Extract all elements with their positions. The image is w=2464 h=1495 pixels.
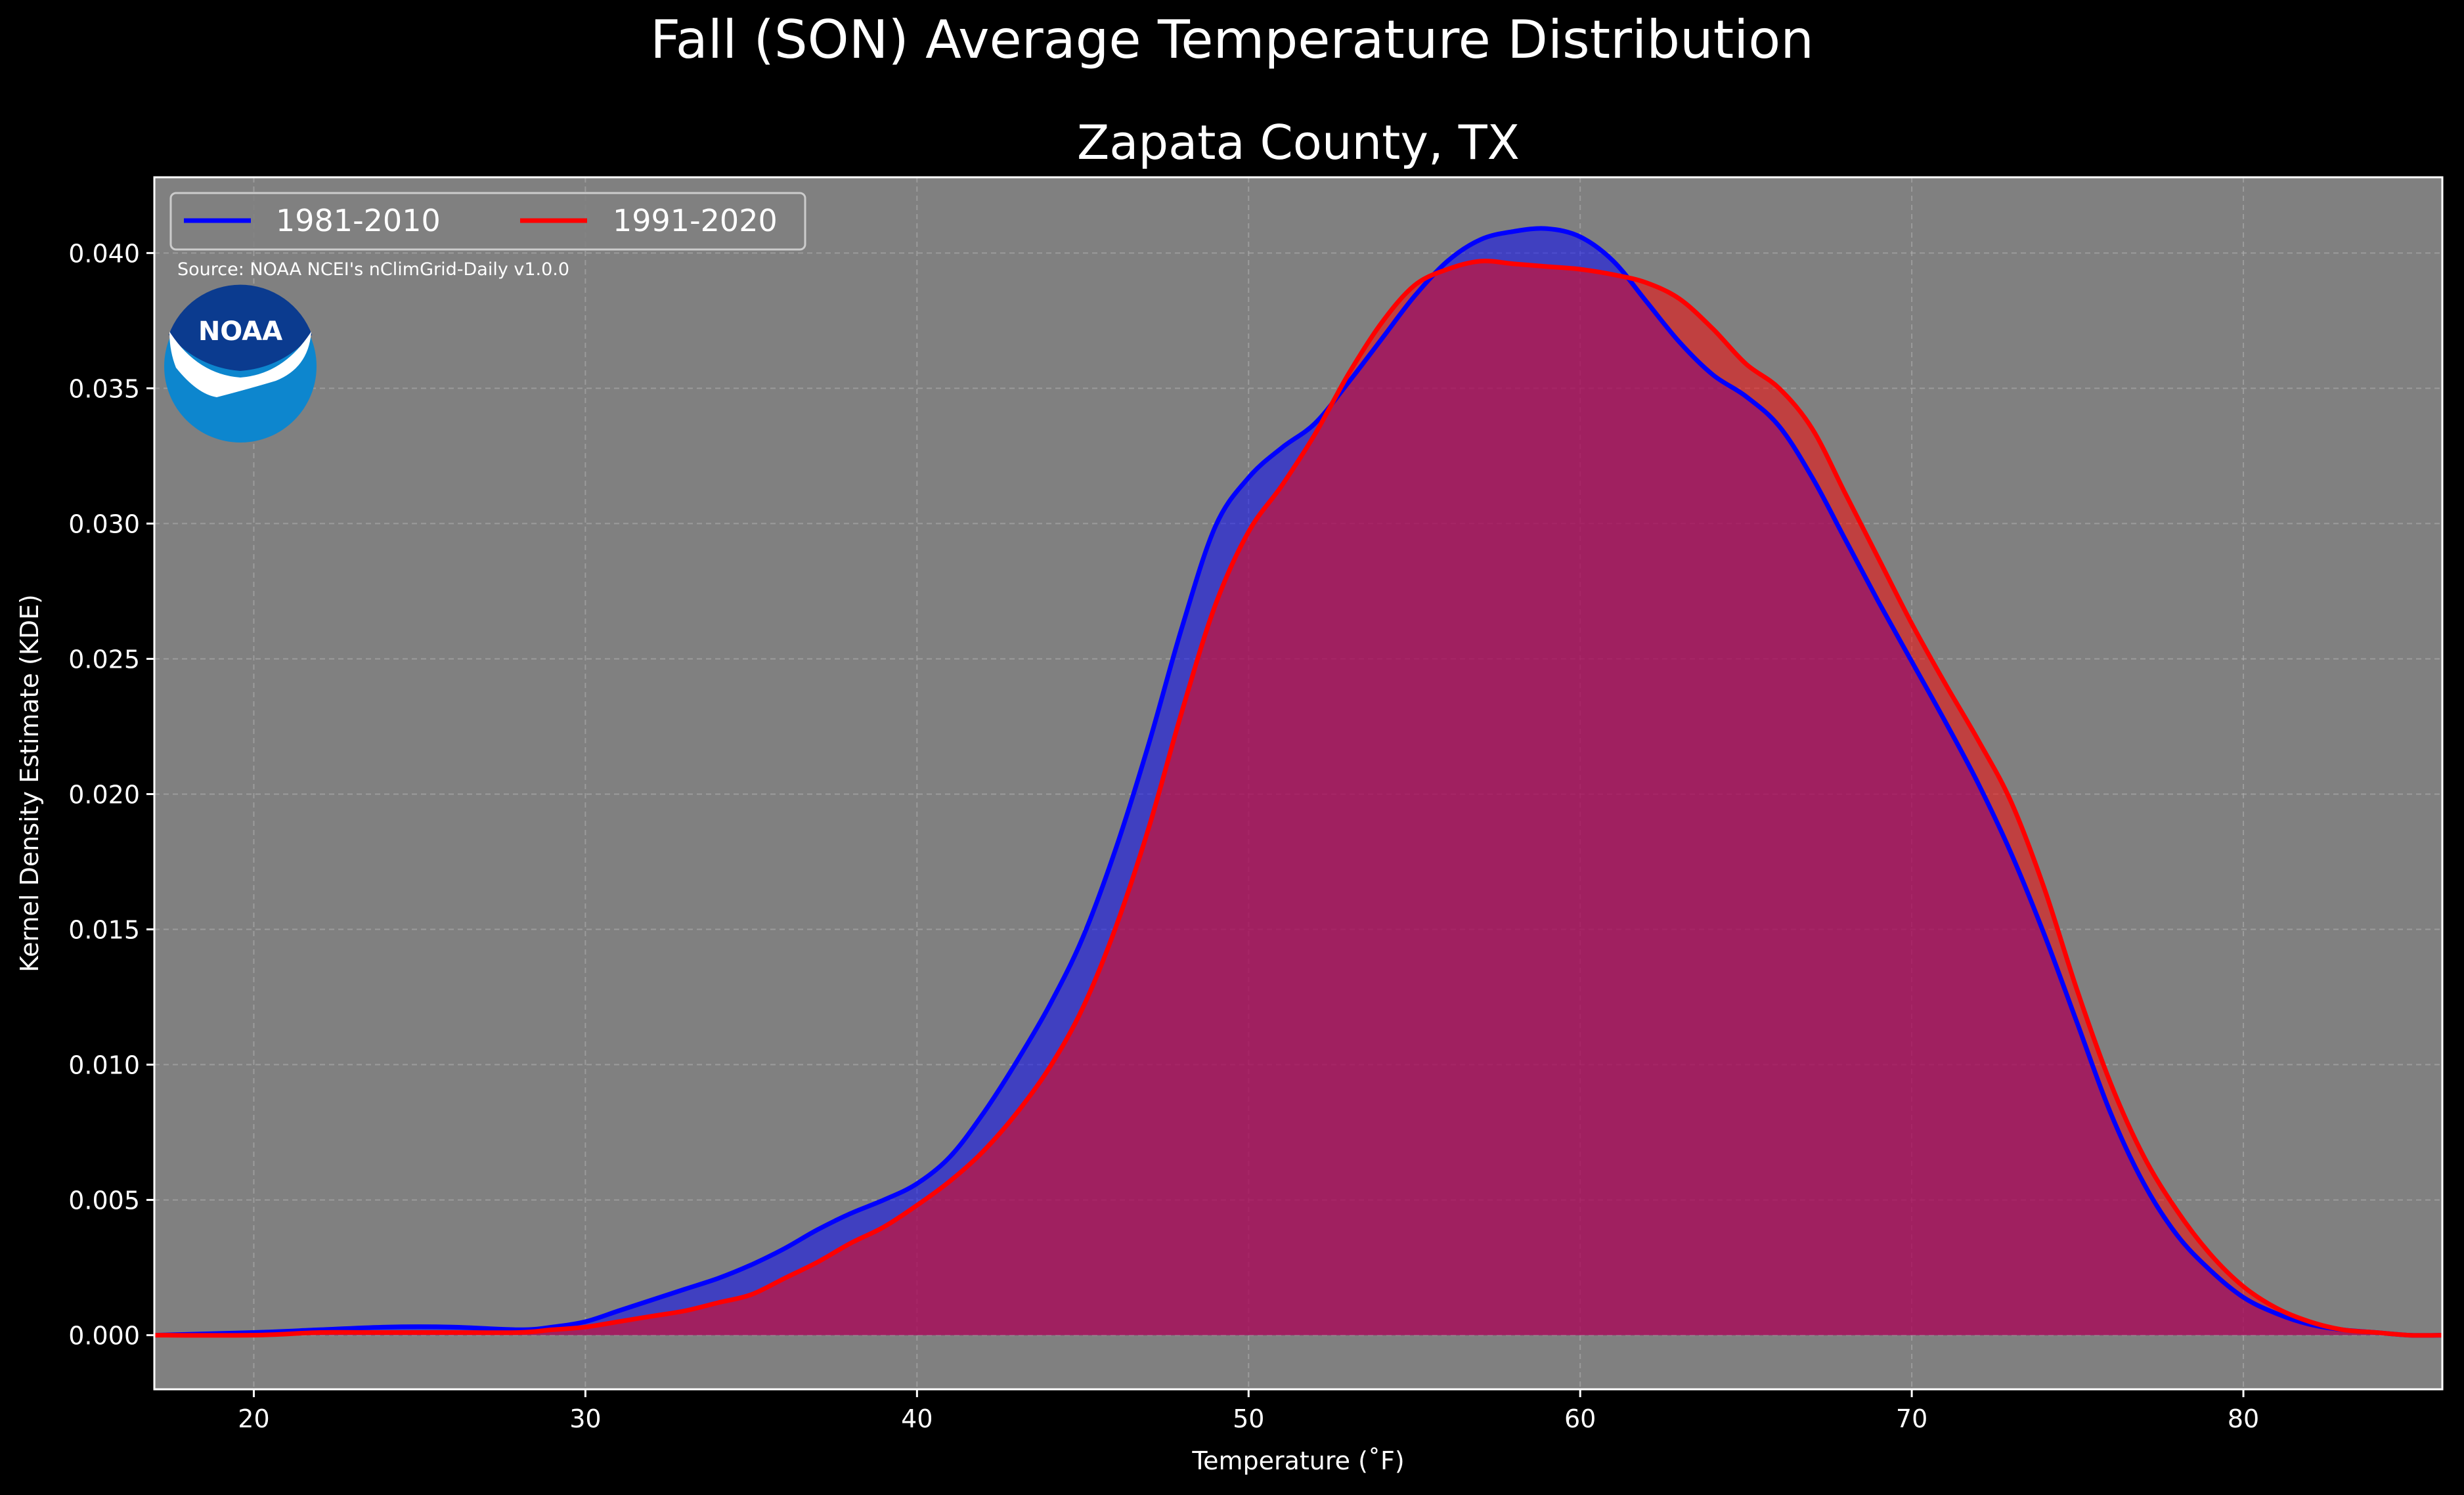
series-line-1981-2010	[154, 226, 2443, 1338]
noaa-logo-bird-icon	[169, 332, 311, 397]
legend-label-1981-2010: 1981-2010	[276, 203, 441, 238]
x-tick-label: 60	[1564, 1404, 1596, 1433]
y-axis-label: Kernel Density Estimate (KDE)	[15, 594, 44, 972]
legend: 1981-2010 1991-2020	[169, 192, 806, 251]
series-layer	[154, 226, 2443, 1338]
axes-frame	[153, 176, 2444, 1391]
tick-layer: 20 30 40 50 60 70 80 0.000 0.005 0.010 0.015 0.020 0…	[68, 239, 2259, 1433]
x-tick-label: 50	[1233, 1404, 1264, 1433]
x-tick-label: 30	[569, 1404, 601, 1433]
series-line-1991-2020	[154, 258, 2443, 1338]
source-note: Source: NOAA NCEI's nClimGrid-Daily v1.0…	[177, 259, 569, 280]
y-tick-label: 0.015	[68, 916, 140, 945]
noaa-logo-inner	[169, 284, 312, 371]
series-area-1991-2020	[154, 261, 2442, 1335]
y-tick-label: 0.000	[68, 1322, 140, 1351]
figure-suptitle: Fall (SON) Average Temperature Distribut…	[650, 9, 1814, 70]
y-tick-label: 0.020	[68, 780, 140, 809]
legend-label-1991-2020: 1991-2020	[613, 203, 778, 238]
x-tick-label: 20	[238, 1404, 269, 1433]
y-tick-label: 0.010	[68, 1051, 140, 1080]
y-tick-label: 0.005	[68, 1186, 140, 1215]
x-tick-label: 70	[1896, 1404, 1927, 1433]
chart-title: Zapata County, TX	[1077, 115, 1520, 170]
y-tick-label: 0.040	[68, 239, 140, 268]
x-axis-label: Temperature (˚F)	[1191, 1446, 1404, 1475]
y-tick-label: 0.035	[68, 374, 140, 403]
y-tick-label: 0.030	[68, 509, 140, 538]
y-tick-label: 0.025	[68, 645, 140, 674]
legend-box	[169, 192, 806, 251]
x-tick-label: 40	[901, 1404, 933, 1433]
x-tick-label: 80	[2228, 1404, 2259, 1433]
noaa-logo-text: NOAA	[198, 316, 282, 347]
noaa-logo: NOAA	[164, 284, 317, 443]
